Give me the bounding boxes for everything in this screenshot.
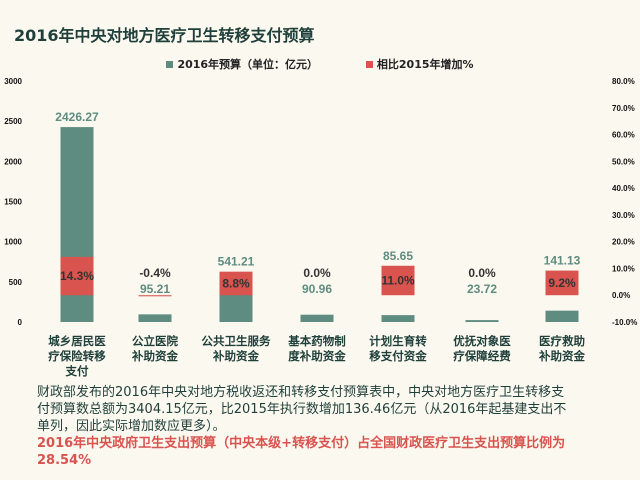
budget-bar: [300, 314, 334, 322]
increase-pct-label: 9.2%: [548, 276, 576, 290]
right-axis-tick: 20.0%: [612, 238, 635, 247]
left-axis-tick: 2000: [4, 157, 22, 166]
increase-pct-label: 14.3%: [60, 269, 94, 283]
category-label: 公共卫生服务: [202, 334, 271, 348]
right-axis-tick: 70.0%: [612, 104, 635, 113]
budget-value-label: 90.96: [302, 282, 332, 296]
increase-bar: [138, 295, 172, 297]
category-label: 优抚对象医: [453, 334, 511, 348]
right-axis-tick: 30.0%: [612, 211, 635, 220]
category-label: 疗保障经费: [453, 349, 511, 363]
category-label: 计划生育转: [369, 334, 427, 348]
increase-bar: [219, 271, 253, 296]
category-label: 补助资金: [131, 349, 178, 363]
legend-swatch-red: [365, 60, 373, 68]
category-label: 补助资金: [212, 349, 259, 363]
left-axis-tick: 1000: [4, 238, 22, 247]
budget-bar: [465, 320, 499, 322]
increase-bar: [381, 265, 415, 296]
increase-bar: [545, 270, 579, 296]
legend-swatch-green: [166, 60, 174, 68]
legend-item-budget: 2016年预算（单位：亿元）: [166, 56, 318, 72]
category-label: 度补助资金: [288, 349, 346, 363]
legend: 2016年预算（单位：亿元） 相比2015年增加%: [0, 56, 640, 72]
increase-pct-label: -0.4%: [139, 266, 171, 280]
category-label: 移支付资金: [369, 349, 427, 363]
budget-value-label: 85.65: [383, 249, 413, 263]
budget-value-label: 541.21: [218, 255, 255, 269]
budget-bar: [381, 315, 415, 322]
description-paragraph: 财政部发布的2016年中央对地方税收返还和转移支付预算表中，中央对地方医疗卫生转…: [37, 385, 567, 434]
budget-bar: [545, 310, 579, 322]
category-label: 疗保险转移: [48, 349, 106, 363]
legend-item-increase: 相比2015年增加%: [365, 56, 474, 72]
budget-value-label: 141.13: [544, 254, 581, 268]
increase-pct-label: 0.0%: [303, 266, 331, 280]
chart-plot: 0 500 1000 1500 2000 2500 3000 -10.0% 0.0% 10.0% 2…: [4, 77, 637, 378]
right-axis-tick: 10.0%: [612, 264, 635, 273]
left-axis-tick: 1500: [4, 198, 22, 207]
budget-value-label: 23.72: [467, 282, 497, 296]
budget-value-label: 2426.27: [55, 110, 99, 124]
budget-value-label: 95.21: [140, 282, 170, 296]
increase-bar: [60, 256, 94, 296]
right-axis-tick: 50.0%: [612, 157, 635, 166]
legend-label: 2016年预算（单位：亿元）: [177, 58, 319, 71]
category-label: 城乡居民医: [48, 334, 106, 348]
budget-bar: [138, 314, 172, 322]
category-label: 基本药物制: [287, 334, 346, 348]
increase-pct-label: 11.0%: [381, 273, 415, 287]
right-axis-tick: 80.0%: [612, 77, 635, 86]
right-axis-tick: -10.0%: [612, 318, 637, 327]
category-label: 医疗救助: [539, 334, 585, 348]
category-label: 公立医院: [132, 334, 178, 348]
left-axis-tick: 2500: [4, 117, 22, 126]
highlight-note: 2016年中央政府卫生支出预算（中央本级+转移支付）占全国财政医疗卫生支出预算比…: [37, 436, 566, 468]
right-axis-tick: 40.0%: [612, 184, 635, 193]
left-axis-tick: 3000: [4, 77, 22, 86]
increase-pct-label: 8.8%: [222, 276, 250, 290]
legend-label: 相比2015年增加%: [376, 58, 474, 71]
right-axis-tick: 0.0%: [612, 291, 630, 300]
right-axis-tick: 60.0%: [612, 131, 635, 140]
category-label: 补助资金: [538, 349, 585, 363]
chart-title: 2016年中央对地方医疗卫生转移支付预算: [14, 26, 315, 45]
increase-pct-label: 0.0%: [468, 266, 496, 280]
left-axis-tick: 500: [9, 278, 23, 287]
category-label: 支付: [65, 364, 89, 378]
left-axis-tick: 0: [18, 318, 23, 327]
